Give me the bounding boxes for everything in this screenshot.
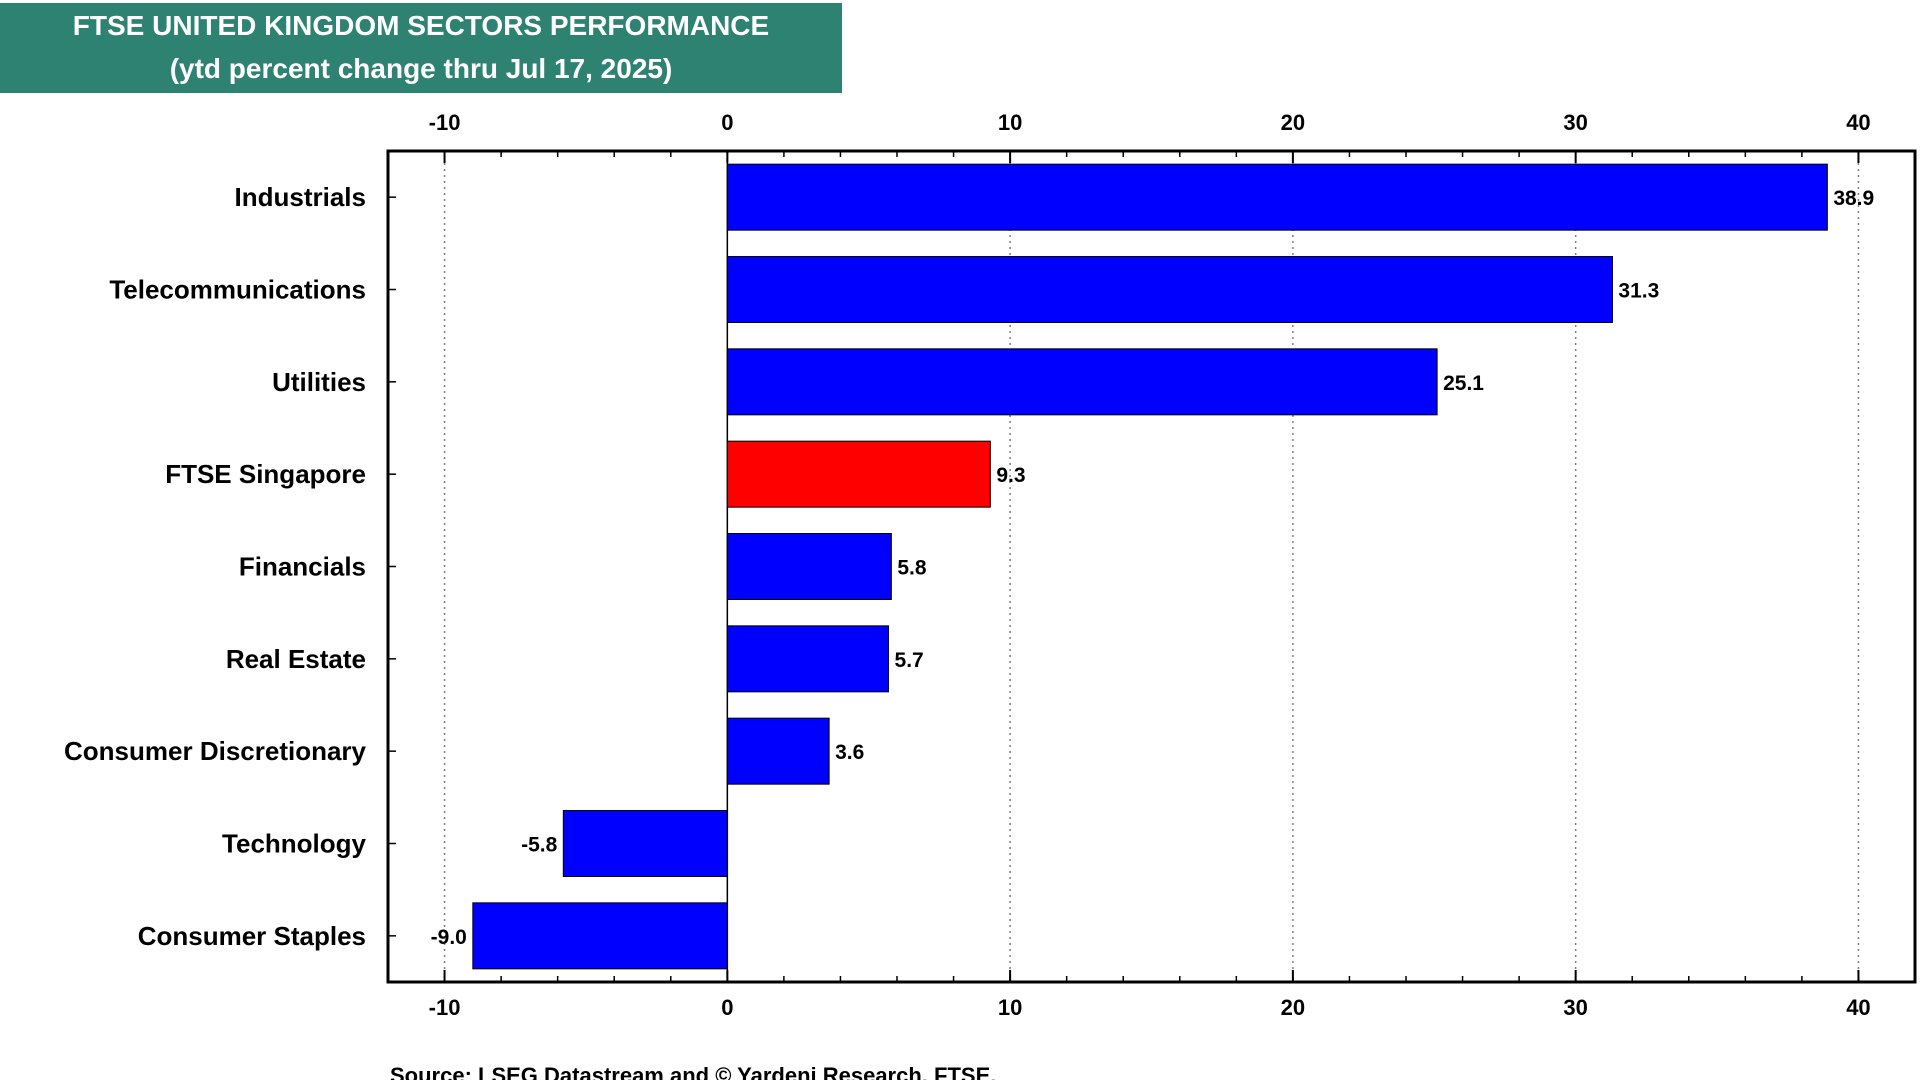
x-tick-label-top: 30 xyxy=(1563,110,1587,135)
x-tick-label-bottom: 40 xyxy=(1846,995,1870,1020)
category-label: Consumer Discretionary xyxy=(64,736,367,766)
x-tick-label-top: 0 xyxy=(721,110,733,135)
bar-consumer-staples xyxy=(472,902,728,970)
category-label: Telecommunications xyxy=(109,275,366,305)
x-tick-label-bottom: -10 xyxy=(429,995,461,1020)
category-label: Technology xyxy=(222,829,367,859)
x-tick-label-top: 10 xyxy=(998,110,1022,135)
x-tick-label-bottom: 10 xyxy=(998,995,1022,1020)
label-layer: -10 -10 0 0 10 10 20 20 30 30 40 40 Industrials 38.9 T… xyxy=(64,110,1874,1020)
bar-layer xyxy=(472,163,1828,970)
value-label: 3.6 xyxy=(835,741,864,764)
category-label: Consumer Staples xyxy=(138,921,366,951)
bar-technology xyxy=(562,810,728,877)
chart-title: FTSE UNITED KINGDOM SECTORS PERFORMANCE xyxy=(73,10,769,41)
bar-ftse-singapore xyxy=(726,440,991,508)
category-label: Utilities xyxy=(272,367,366,397)
source-note: Source: LSEG Datastream and © Yardeni Re… xyxy=(390,1063,996,1080)
category-label: FTSE Singapore xyxy=(165,459,366,489)
bar-real-estate xyxy=(726,625,890,693)
bar-telecommunications xyxy=(726,256,1613,323)
value-label: 38.9 xyxy=(1833,187,1874,210)
x-tick-label-top: 20 xyxy=(1281,110,1305,135)
value-label: 5.8 xyxy=(897,557,927,580)
x-tick-label-bottom: 20 xyxy=(1281,995,1305,1020)
value-label: 5.7 xyxy=(895,649,924,672)
x-tick-label-top: -10 xyxy=(429,110,461,135)
plot-frame xyxy=(386,149,1917,984)
bar-utilities xyxy=(726,348,1438,416)
bar-financials xyxy=(726,533,892,600)
category-label: Financials xyxy=(239,552,366,582)
category-label: Real Estate xyxy=(226,644,366,674)
value-label: -5.8 xyxy=(521,834,558,857)
bar-consumer-discretionary xyxy=(726,717,830,785)
value-label: 9.3 xyxy=(996,464,1025,487)
x-tick-label-bottom: 0 xyxy=(721,995,733,1020)
x-tick-label-bottom: 30 xyxy=(1563,995,1587,1020)
value-label: 31.3 xyxy=(1618,280,1659,303)
bar-industrials xyxy=(726,163,1828,231)
header-banner xyxy=(0,3,842,93)
value-label: -9.0 xyxy=(431,926,467,949)
chart-subtitle: (ytd percent change thru Jul 17, 2025) xyxy=(170,53,673,84)
x-tick-label-top: 40 xyxy=(1846,110,1870,135)
category-label: Industrials xyxy=(235,182,366,212)
value-label: 25.1 xyxy=(1443,372,1484,395)
